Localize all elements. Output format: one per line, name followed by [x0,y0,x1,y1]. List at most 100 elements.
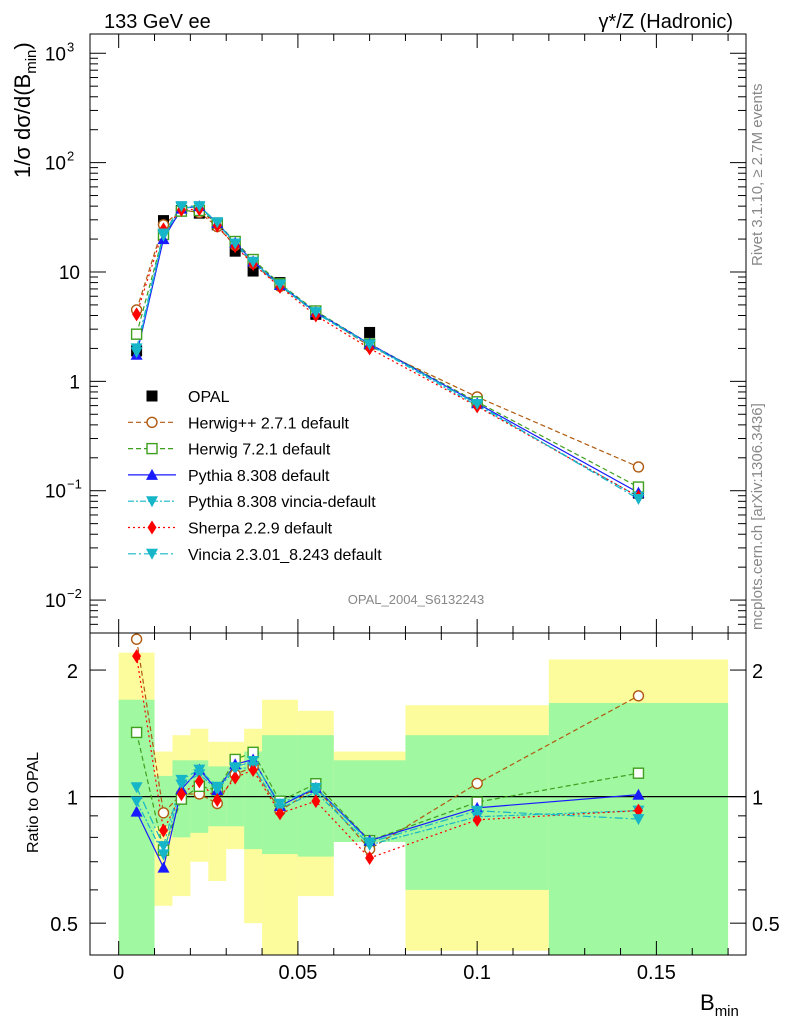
legend-marker [147,520,157,535]
y-tick-exponent: −2 [67,586,82,601]
legend-label: Herwig++ 2.7.1 default [188,415,350,432]
y-tick-exponent: −1 [67,477,82,492]
legend-marker [146,442,158,455]
x-axis-title: Bmin [700,990,739,1020]
header-left: 133 GeV ee [104,11,211,33]
series-line-ratio [136,732,639,853]
series-markers [130,200,645,873]
legend-label: Sherpa 2.2.9 default [188,521,333,538]
series-ratio-point [632,788,645,800]
series-point [132,307,142,322]
legend-marker [146,468,158,480]
series-ratio-point [130,726,143,739]
series-point [273,279,286,291]
series-ratio-point [194,774,204,789]
series-point [193,201,206,213]
legend-marker-data [146,390,158,402]
series-ratio-point [309,782,322,794]
series-ratio-point [158,823,168,838]
x-tick-label: 0.05 [278,962,317,984]
header-right: γ*/Z (Hadronic) [599,11,733,33]
series-point [471,399,484,411]
series-ratio-point [130,796,143,808]
series-ratio-point [176,787,186,802]
y-tick-exponent: 2 [67,149,74,164]
x-tick-label: 0.1 [463,962,491,984]
series-line-ratio [136,639,639,850]
main-plot-frame [89,33,747,634]
series-ratio-point [157,841,170,853]
series-ratio-point [130,633,143,645]
series-line-ratio [136,760,639,848]
band-inner [244,751,263,850]
series-ratio-point [130,805,143,817]
y-tick-label: 10 [59,263,80,284]
series-point [229,238,242,250]
legend-label: Vincia 2.3.01_8.243 default [188,547,382,564]
ratio-y-tick-label-right: 0.5 [752,914,780,936]
series-ratio-point [211,781,224,793]
series-ratio-point [365,851,375,866]
ratio-plot-frame [89,632,747,956]
series-ratio-point [230,770,240,785]
y-tick-label: 10 [45,482,66,503]
series-ratio-point [175,774,188,786]
series-point [632,461,645,473]
series-ratio-point [363,837,376,849]
legend-label: Pythia 8.308 default [188,468,330,485]
legend-marker [146,416,158,428]
series-point [632,493,645,505]
band-inner [548,702,729,955]
series-point [130,328,143,340]
series-ratio-point [632,690,645,702]
series-ratio-point [229,762,242,774]
series-ratio-point [247,755,260,767]
series-ratio-point [132,649,142,664]
series-ratio-point [632,814,645,826]
band-inner [154,775,173,827]
ratio-y-tick-label: 0.5 [50,914,78,936]
legend-label: Herwig 7.2.1 default [188,442,331,459]
ratio-y-axis-title: Ratio to OPAL [25,752,42,853]
series-point [157,228,170,240]
series-point [130,343,143,355]
band-inner [333,760,406,842]
y-tick-label: 10 [45,591,66,612]
band-inner [118,699,155,955]
series-point [175,201,188,213]
x-tick-label: 0.15 [637,962,676,984]
series-ratio-point [157,807,170,819]
series-ratio-point [273,798,286,810]
series-point [247,256,260,268]
ratio-y-tick-label-right: 1 [752,788,763,810]
series-point [211,217,224,229]
ratio-y-tick-label: 1 [67,788,78,810]
y-tick-exponent: 3 [67,39,74,54]
series-ratio-point [193,764,206,776]
series-ratio-point [275,806,285,821]
ratio-y-tick-label-right: 2 [752,661,763,683]
y-tick-label: 10 [45,154,66,175]
y-tick-label: 1 [69,372,80,393]
legend: OPAL Herwig++ 2.7.1 default Herwig 7.2.1 d… [128,389,382,564]
data-point [364,326,376,338]
legend-marker [146,496,158,508]
series-ratio-point [248,763,258,778]
rivet-version: Rivet 3.1.10, ≥ 2.7M events [749,84,766,267]
series-point [363,339,376,351]
x-tick-label: 0 [113,962,124,984]
series-ratio-point [471,805,484,817]
analysis-id: OPAL_2004_S6132243 [348,592,484,607]
series-line-ratio [136,766,639,857]
series-ratio-point [471,777,483,790]
axis-ticks [90,34,746,955]
series-ratio-point [472,812,482,827]
series-ratio-point [157,861,170,873]
legend-label-data: OPAL [188,389,230,406]
legend-label: Pythia 8.308 vincia-default [188,494,376,511]
series-point [309,307,322,319]
series-ratio-point [130,782,143,794]
mcplots-ref: mcplots.cern.ch [arXiv:1306.3436] [749,403,766,630]
main-y-axis-title: 1/σ dσ/d(Bmin) [10,42,40,178]
